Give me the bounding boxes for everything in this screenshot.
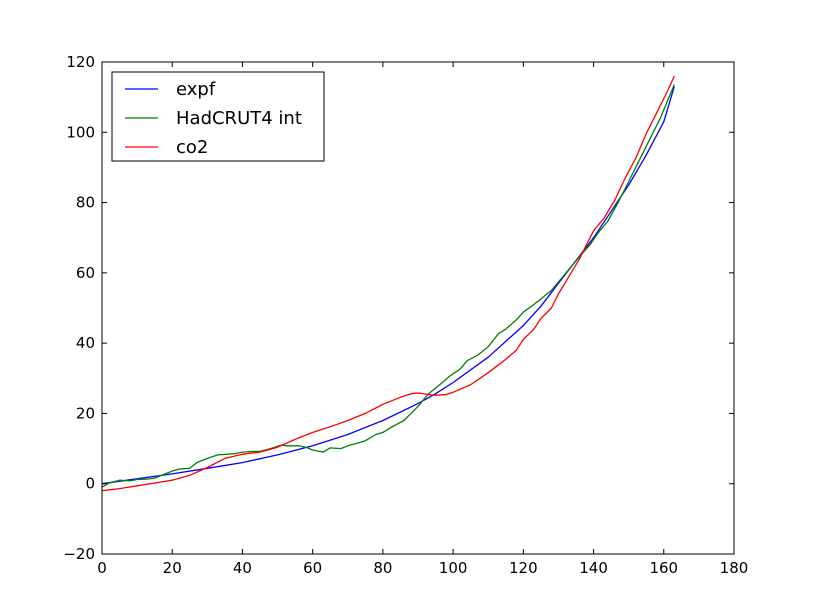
- series-line-1: [101, 84, 675, 488]
- x-tick-label: 100: [439, 559, 468, 577]
- legend-box: [111, 71, 325, 162]
- x-tick-label: 20: [163, 559, 182, 577]
- y-tick-label: 80: [76, 194, 95, 212]
- y-tick-label: 100: [66, 123, 95, 141]
- y-tick-label: 60: [76, 264, 95, 282]
- series-line-0: [101, 86, 675, 485]
- y-tick-label: 0: [85, 475, 95, 493]
- x-tick-label: 180: [720, 559, 749, 577]
- y-tick-label: 120: [66, 53, 95, 71]
- legend: expf HadCRUT4 int co2: [111, 71, 325, 162]
- plot-lines: [101, 75, 675, 492]
- x-tick-label: 60: [303, 559, 322, 577]
- axis-ticks: 0 20 40 60 80 100 120 140 160 180−200204060801001…: [63, 53, 748, 577]
- x-tick-label: 40: [233, 559, 252, 577]
- y-tick-label: −20: [63, 545, 95, 563]
- x-tick-label: 120: [509, 559, 538, 577]
- legend-label-0: expf: [176, 79, 216, 100]
- series-line-2: [101, 75, 675, 492]
- y-tick-label: 20: [76, 404, 95, 422]
- y-tick-label: 40: [76, 334, 95, 352]
- legend-label-2: co2: [176, 137, 208, 158]
- x-tick-label: 0: [97, 559, 107, 577]
- x-tick-label: 80: [373, 559, 392, 577]
- x-tick-label: 140: [579, 559, 608, 577]
- plot-frame: [101, 61, 735, 555]
- x-tick-label: 160: [649, 559, 678, 577]
- legend-label-1: HadCRUT4 int: [176, 108, 302, 129]
